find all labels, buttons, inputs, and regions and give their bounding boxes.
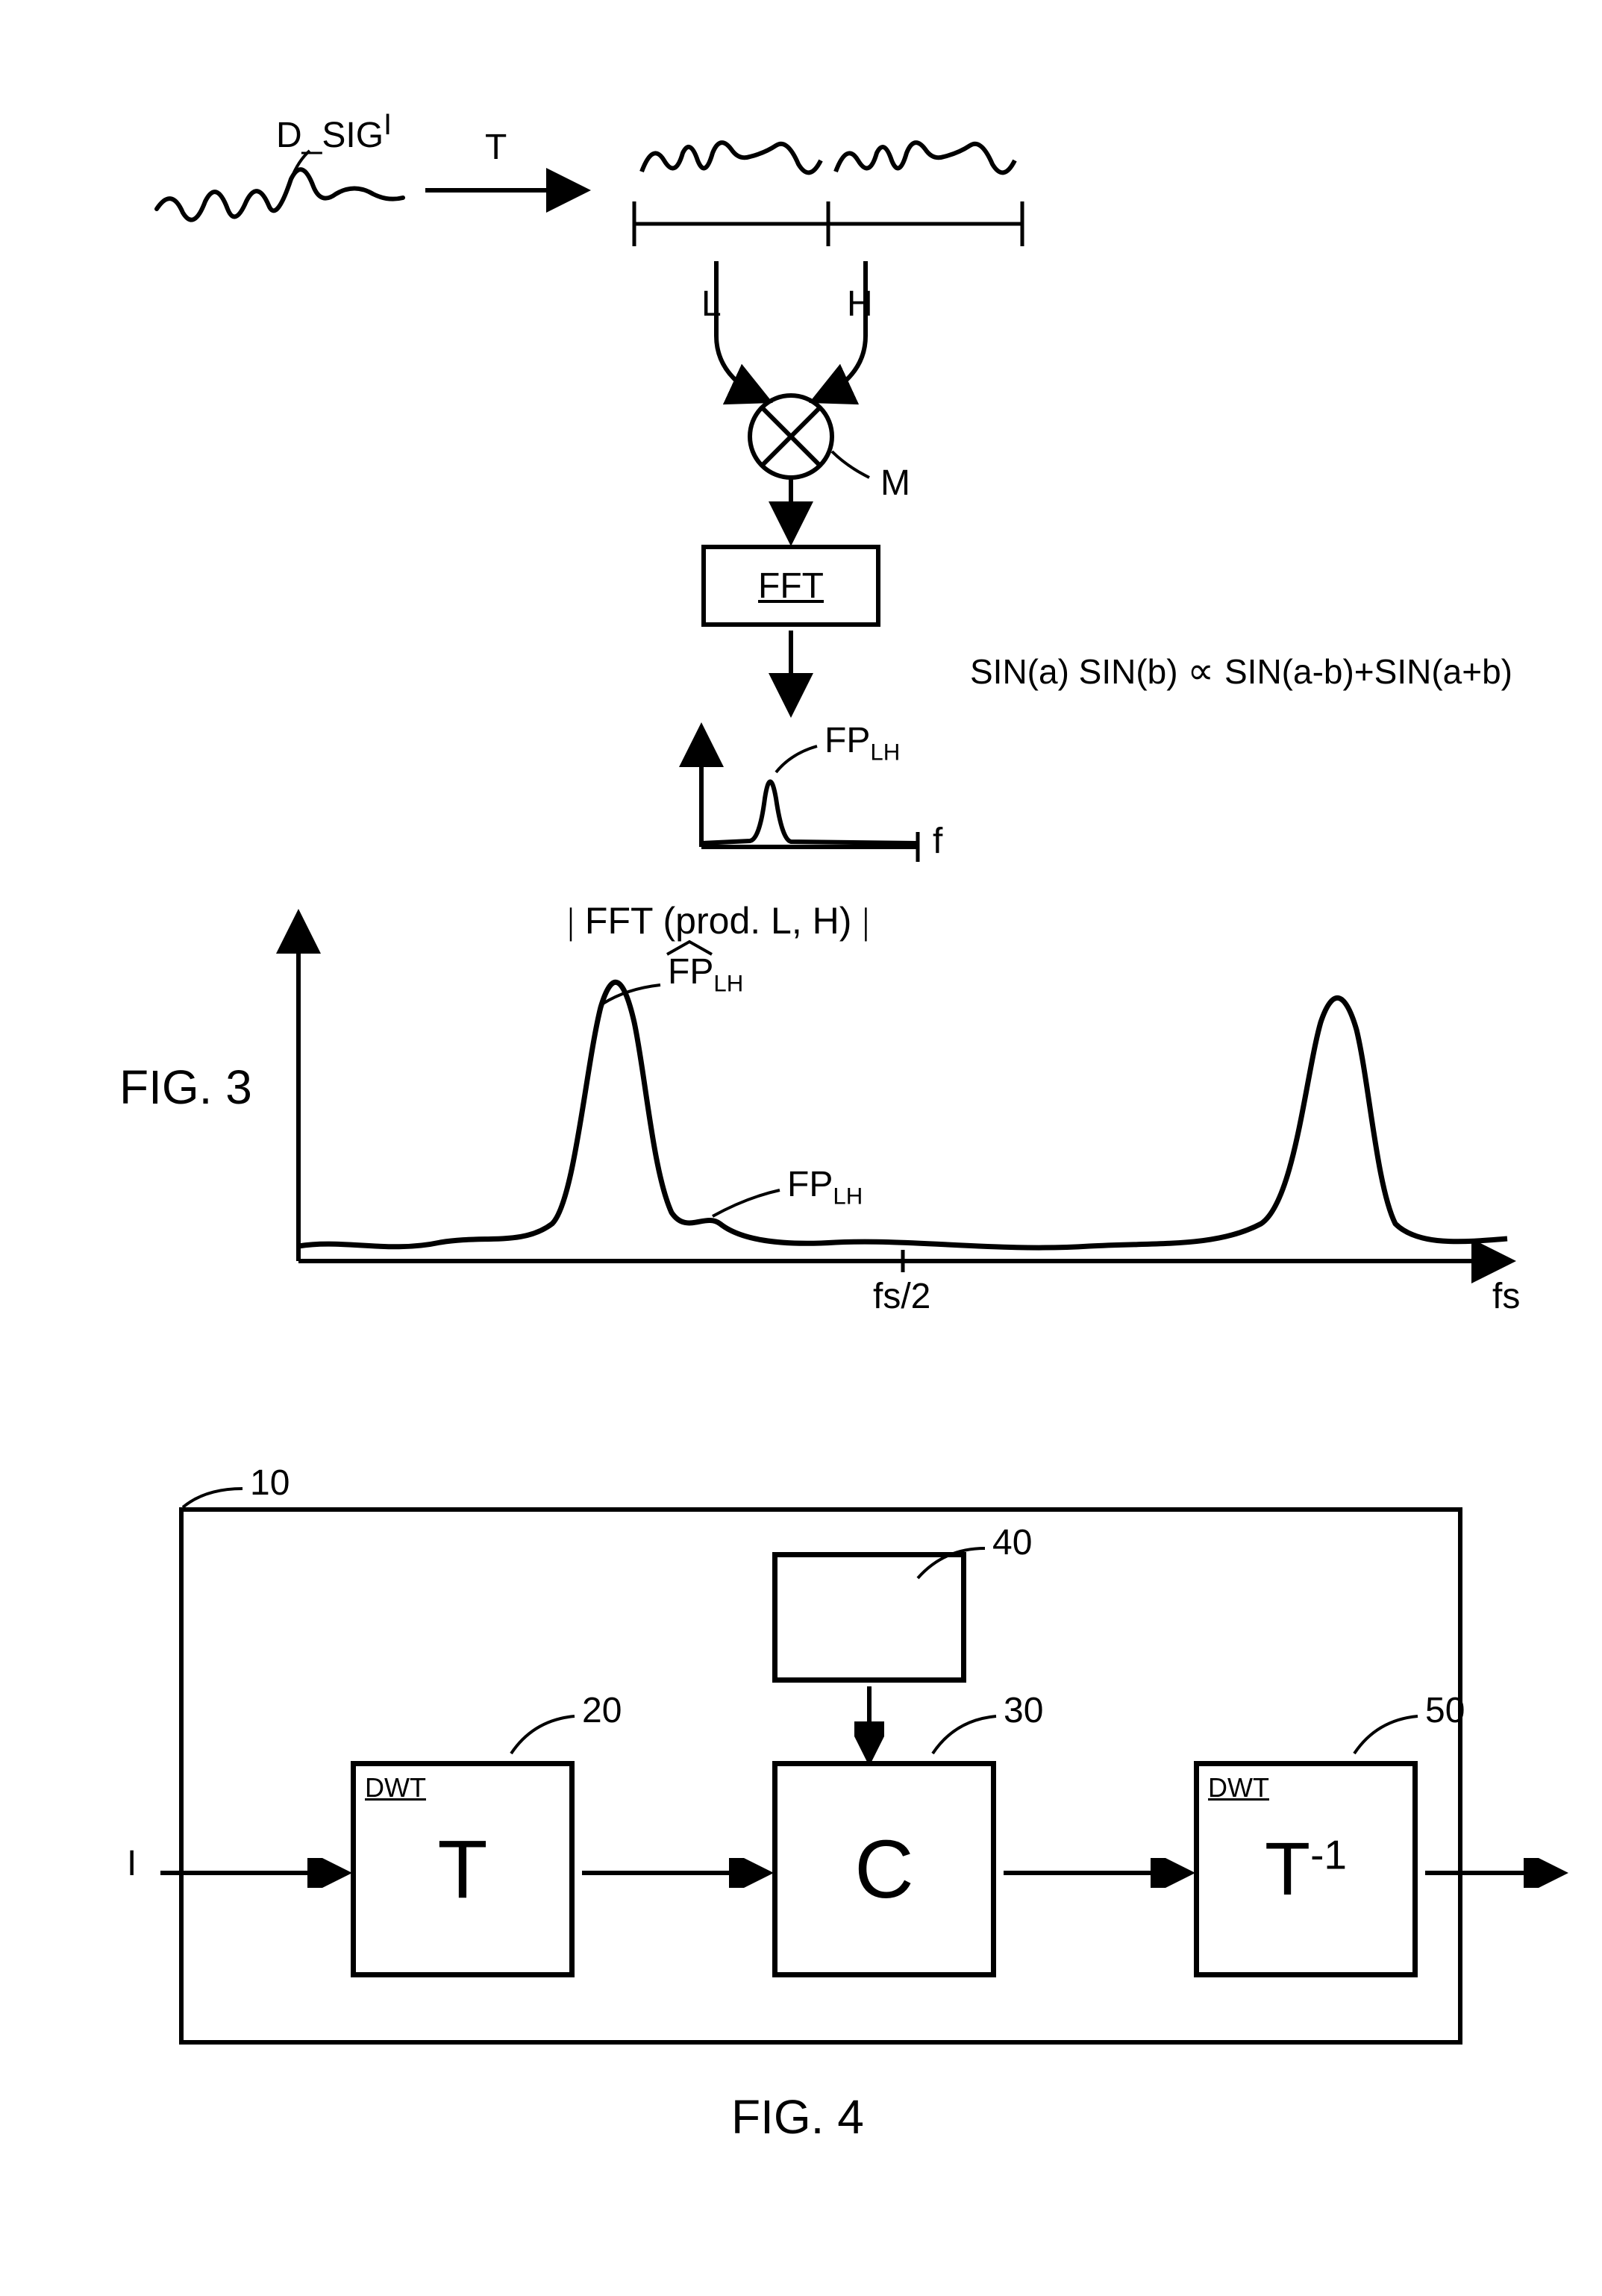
fig3-title: FIG. 3 (119, 1060, 252, 1115)
block-50: DWT T-1 (1194, 1761, 1418, 1977)
fp-lh-bump: FPLH (787, 1164, 863, 1210)
block50-super: DWT (1208, 1772, 1269, 1804)
input-signal-svg (142, 142, 410, 261)
d-sig-label: D_SIGI (276, 108, 392, 156)
sin-formula: SIN(a) SIN(b) ∝ SIN(a-b)+SIN(a+b) (970, 649, 1512, 692)
fp-lh-hat: FPLH (668, 951, 743, 998)
block50-big: T-1 (1265, 1827, 1347, 1912)
block-30: C (772, 1761, 996, 1977)
block20-super: DWT (365, 1772, 426, 1804)
large-spectrum (254, 903, 1522, 1291)
fft-text: FFT (758, 566, 824, 607)
arrow-20-30 (578, 1858, 772, 1888)
fp-lh-small-label: FPLH (825, 720, 900, 766)
arrow-T (418, 168, 597, 213)
T-label: T (485, 127, 507, 168)
small-spectrum (679, 720, 948, 869)
arrow-in (157, 1858, 351, 1888)
arrow-out (1421, 1858, 1571, 1888)
M-label: M (880, 463, 910, 504)
input-I: I (127, 1843, 137, 1884)
fft-box: FFT (701, 545, 880, 627)
periodic-windows (619, 119, 1037, 269)
f-axis-label: f (933, 821, 942, 862)
ref10-label: 10 (250, 1463, 290, 1504)
fft-out-arrow (769, 631, 813, 720)
block20-big: T (437, 1822, 487, 1917)
fig4-title: FIG. 4 (731, 2089, 864, 2145)
ref50-label: 50 (1425, 1690, 1465, 1731)
arrow-30-50 (1000, 1858, 1194, 1888)
page-root: D_SIGI T L H (30, 30, 1572, 2266)
arrow-40-30 (854, 1683, 884, 1772)
block-20: DWT T (351, 1761, 575, 1977)
block30-big: C (854, 1822, 913, 1917)
ref30-label: 30 (1004, 1690, 1043, 1731)
ref40-leader (914, 1541, 1004, 1593)
fs-label: fs (1492, 1276, 1520, 1317)
lh-to-mixer (619, 254, 1007, 545)
ref20-label: 20 (582, 1690, 622, 1731)
fs-half-label: fs/2 (873, 1276, 930, 1317)
ref40-label: 40 (992, 1522, 1032, 1563)
